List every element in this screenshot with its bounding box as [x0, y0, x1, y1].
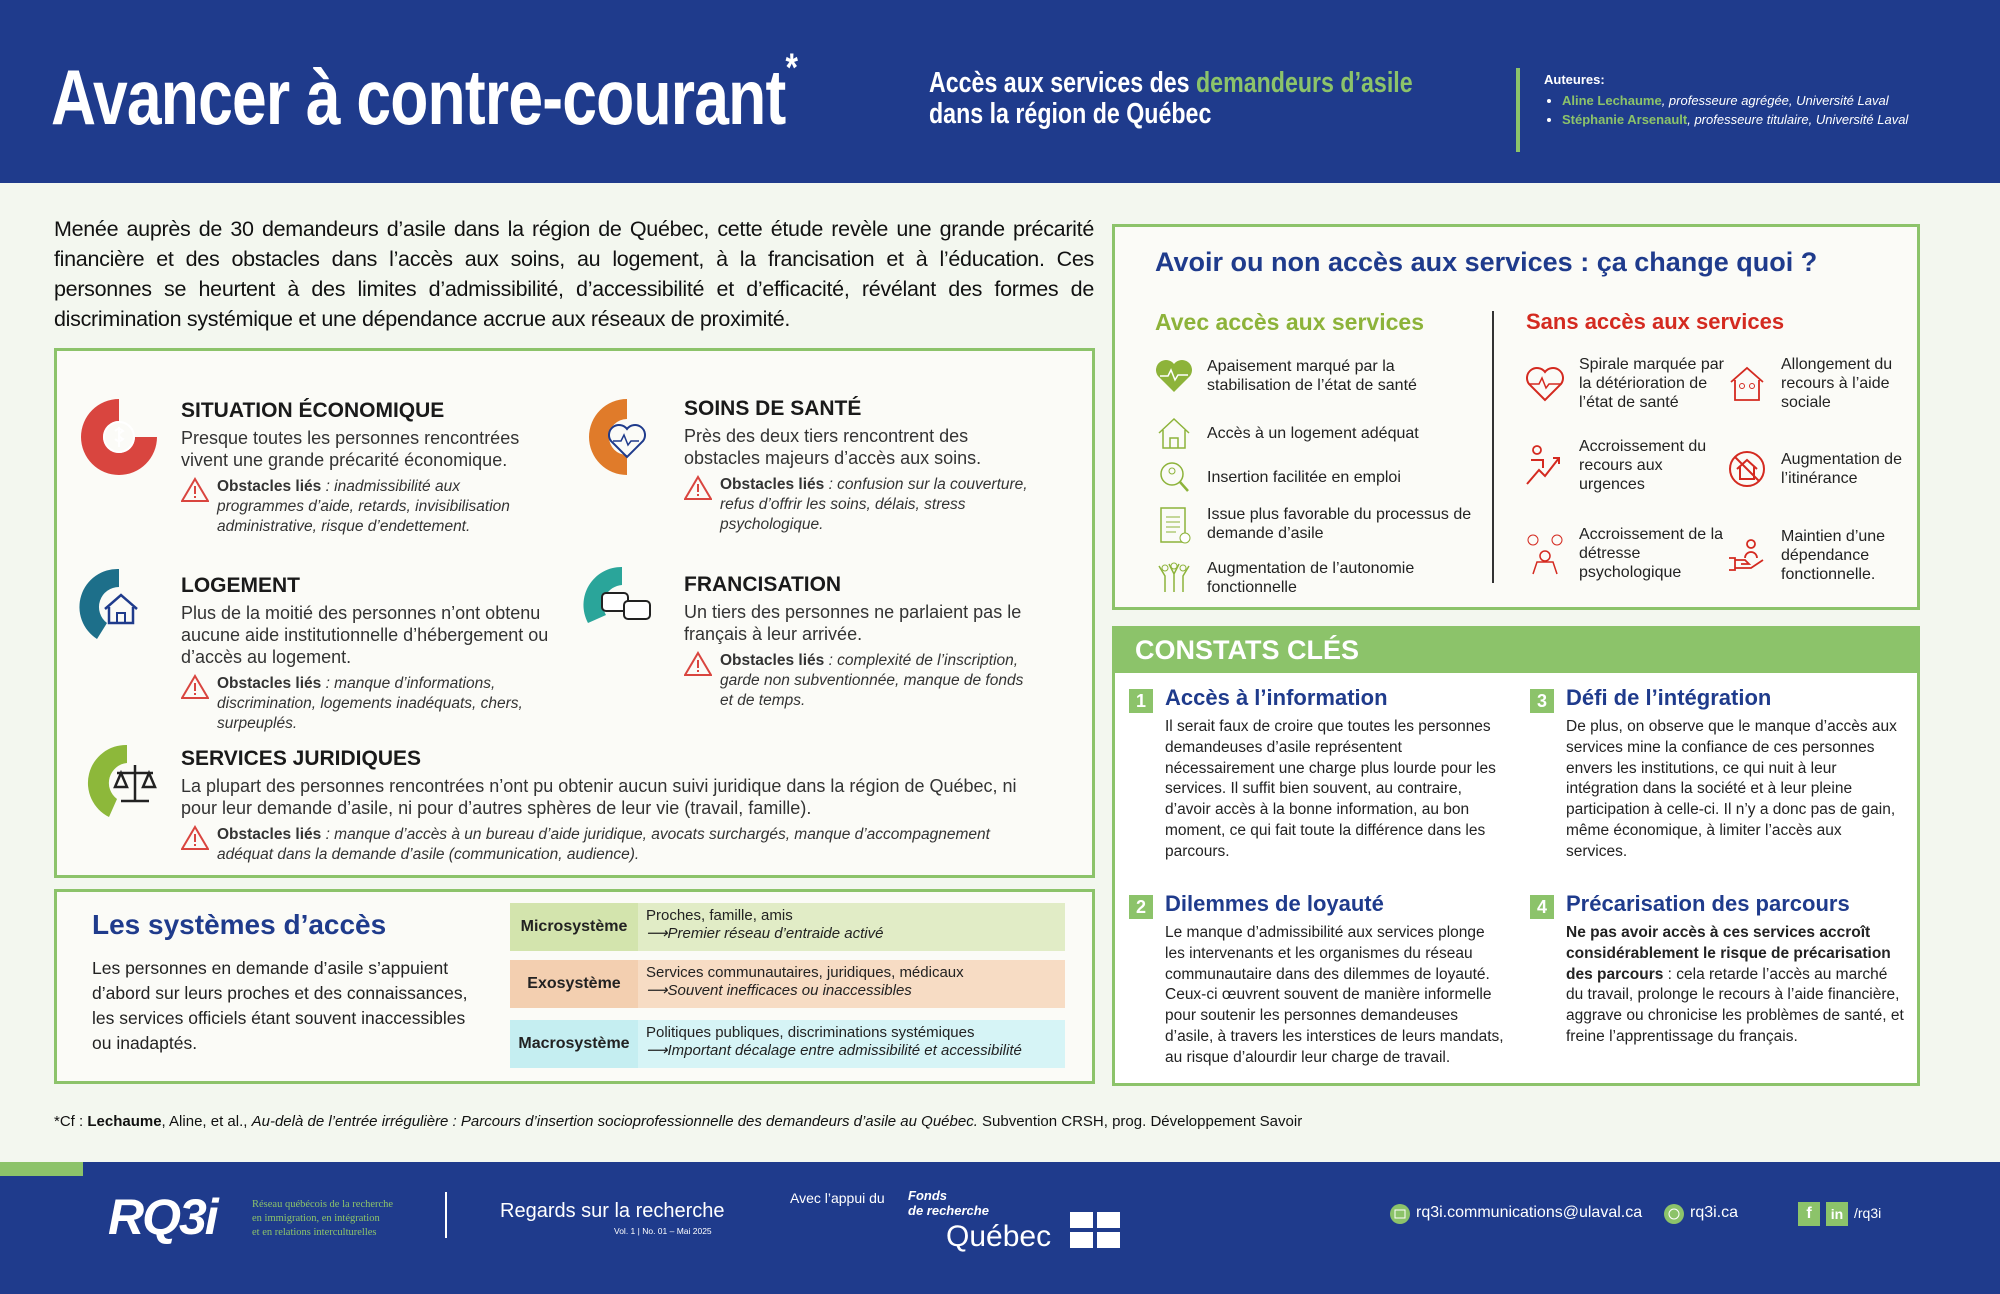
person-rising-arrow-icon: [1526, 444, 1560, 485]
clipboard-check-icon: [1160, 507, 1191, 544]
quebec-flag-icon: [1070, 1212, 1120, 1248]
justice-scale-icon: [87, 744, 157, 817]
section-housing: LOGEMENT Plus de la moitié des personnes …: [181, 574, 549, 732]
author: Aline Lechaume, professeure agrégée, Uni…: [1562, 91, 1908, 110]
obstacles-panel: SITUATION ÉCONOMIQUE Presque toutes les p…: [54, 348, 1095, 878]
facebook-icon[interactable]: f: [1798, 1202, 1820, 1226]
column-divider: [1492, 311, 1494, 583]
frq-logo[interactable]: Fonds de recherche: [908, 1188, 989, 1218]
with-item: Insertion facilitée en emploi: [1155, 459, 1475, 495]
warning-icon: [181, 825, 209, 850]
series-issue: Vol. 1 | No. 01 – Mai 2025: [614, 1226, 712, 1236]
frq-quebec: Québec: [946, 1220, 1052, 1253]
access-systems-panel: Les systèmes d’accès Les personnes en de…: [54, 889, 1095, 1084]
system-row-micro: Microsystème Proches, famille, amis ⟶Premi…: [510, 903, 1065, 951]
finding-item: 4 Précarisation des parcours Ne pas avoir …: [1530, 891, 1906, 1048]
website-link[interactable]: rq3i.ca: [1690, 1204, 1739, 1221]
header-divider: [1516, 68, 1520, 152]
section-francization: FRANCISATION Un tiers des personnes ne pa…: [684, 573, 1024, 709]
no-housing-icon: [1729, 451, 1765, 487]
heart-pulse-icon: [1156, 360, 1192, 392]
intro-paragraph: Menée auprès de 30 demandeurs d’asile da…: [54, 217, 1094, 331]
hand-support-icon: [1729, 538, 1764, 571]
warning-icon: [181, 477, 209, 502]
warning-icon: [684, 475, 712, 500]
with-item: Issue plus favorable du processus de dem…: [1155, 503, 1475, 545]
section-health: SOINS DE SANTÉ Près des deux tiers rencon…: [684, 397, 1028, 533]
without-item: Augmentation de l’itinérance: [1727, 449, 1907, 489]
series-name: Regards sur la recherche: [500, 1200, 725, 1222]
finding-item: 3 Défi de l’intégration De plus, on observ…: [1530, 685, 1906, 863]
finding-item: 2 Dilemmes de loyauté Le manque d’admissib…: [1129, 891, 1505, 1069]
section-legal: SERVICES JURIDIQUES La plupart des person…: [181, 747, 1017, 863]
without-item: Maintien d’une dépendance fonctionnelle.: [1727, 527, 1907, 584]
distressed-person-icon: [1527, 534, 1563, 574]
job-search-icon: [1160, 462, 1189, 492]
header-banner: [0, 0, 2000, 183]
language-speech-icon: [583, 566, 651, 623]
without-item: Allongement du recours à l’aide sociale: [1727, 355, 1907, 412]
house-icon: [1158, 417, 1190, 449]
housing-icon: [79, 568, 138, 639]
warning-icon: [181, 674, 209, 699]
support-label: Avec l’appui du: [790, 1190, 885, 1206]
without-item: Accroissement de la détresse psychologiq…: [1525, 525, 1725, 582]
footer-accent: [0, 1162, 83, 1176]
rq3i-logo[interactable]: RQ3i: [108, 1189, 219, 1245]
system-row-exo: Exosystème Services communautaires, jurid…: [510, 960, 1065, 1008]
email-link[interactable]: rq3i.communications@ulaval.ca: [1416, 1204, 1643, 1221]
footer: [0, 1162, 2000, 1294]
email-icon: [1390, 1204, 1410, 1224]
social-handle[interactable]: /rq3i: [1854, 1205, 1882, 1221]
key-findings-panel: CONSTATS CLÉS 1 Accès à l’information Il s…: [1112, 626, 1920, 1086]
heart-decline-icon: [1526, 366, 1564, 401]
finding-item: 1 Accès à l’information Il serait faux de …: [1129, 685, 1505, 863]
page-title: Avancer à contre-courant*: [51, 46, 798, 141]
subtitle: Accès aux services des demandeurs d’asil…: [929, 67, 1413, 130]
health-heart-icon: [589, 399, 646, 475]
access-comparison-panel: Avoir ou non accès aux services : ça cha…: [1112, 224, 1920, 610]
systems-title: Les systèmes d’accès: [92, 909, 387, 940]
globe-icon: [1664, 1204, 1684, 1224]
with-item: Apaisement marqué par la stabilisation d…: [1155, 357, 1475, 395]
with-access-heading: Avec accès aux services: [1155, 309, 1424, 335]
section-economic: SITUATION ÉCONOMIQUE Presque toutes les p…: [181, 399, 520, 535]
warning-icon: [684, 651, 712, 676]
rq3i-tagline: Réseau québécois de la recherche en immig…: [252, 1199, 394, 1238]
social-aid-house-icon: [1730, 366, 1764, 401]
with-item: Accès à un logement adéquat: [1155, 415, 1475, 451]
linkedin-icon[interactable]: in: [1826, 1202, 1848, 1226]
without-access-heading: Sans accès aux services: [1526, 309, 1785, 334]
without-item: Accroissement du recours aux urgences: [1525, 437, 1725, 494]
systems-description: Les personnes en demande d’asile s’appui…: [92, 958, 468, 1053]
system-row-macro: Macrosystème Politiques publiques, discri…: [510, 1020, 1065, 1068]
panel-title: Avoir ou non accès aux services : ça cha…: [1155, 247, 1818, 277]
footer-divider: [445, 1192, 447, 1238]
with-item: Augmentation de l’autonomie fonctionnell…: [1155, 559, 1475, 597]
author: Stéphanie Arsenault, professeure titulai…: [1562, 110, 1908, 129]
key-findings-heading: CONSTATS CLÉS: [1115, 629, 1917, 673]
without-item: Spirale marquée par la détérioration de …: [1525, 355, 1725, 412]
money-icon: [81, 399, 157, 475]
authors: Auteures: Aline Lechaume, professeure ag…: [1544, 72, 1908, 129]
people-cheering-icon: [1158, 562, 1190, 592]
footnote: *Cf : Lechaume, Aline, et al., Au-delà d…: [54, 1113, 1303, 1130]
